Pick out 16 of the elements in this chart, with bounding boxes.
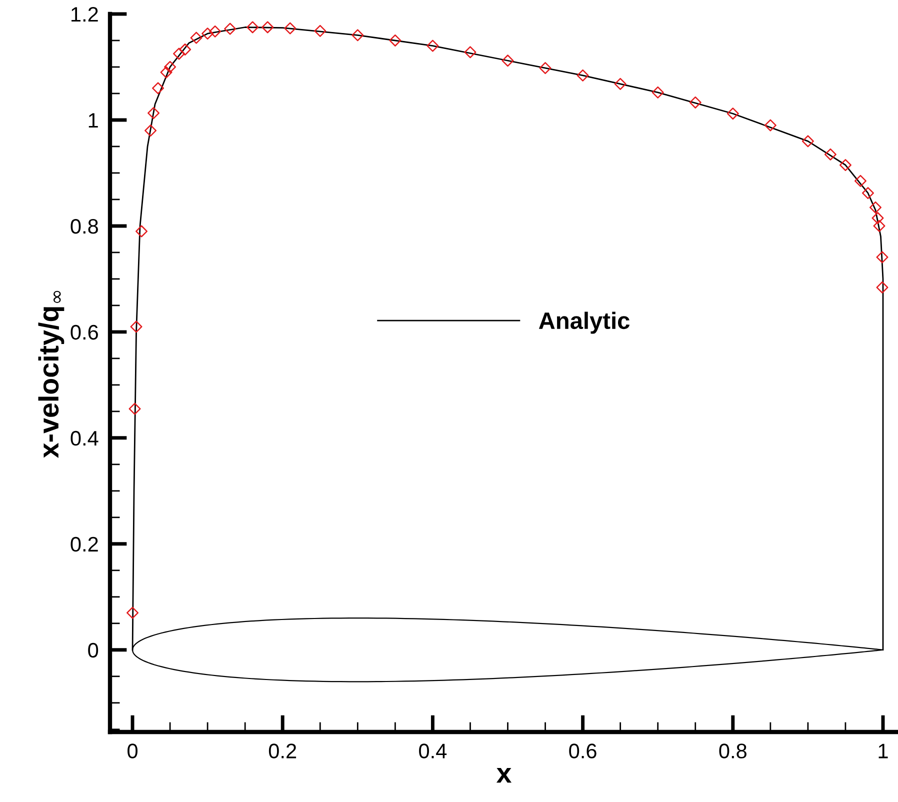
x-tick-label: 0 — [128, 744, 138, 758]
x-tick-label: 0.8 — [719, 744, 746, 758]
y-tick-label: 0.6 — [70, 324, 98, 340]
y-tick-label: 0 — [88, 642, 98, 658]
x-tick-label: 1 — [878, 744, 888, 758]
y-tick-label: 1 — [88, 113, 98, 128]
y-tick-label: 1.2 — [72, 7, 98, 22]
y-tick-label: 0.4 — [70, 430, 98, 446]
y-tick-label: 0.2 — [70, 536, 98, 552]
x-axis-title: x — [496, 768, 512, 783]
x-tick-label: 0.6 — [569, 744, 596, 758]
x-tick-label: 0.4 — [419, 744, 447, 758]
x-tick-label: 0.2 — [268, 744, 296, 758]
y-axis-title: x-velocity/q$_{∞}$ — [38, 290, 64, 458]
y-tick-label: 0.8 — [70, 218, 98, 234]
text: Analytic — [538, 312, 630, 334]
